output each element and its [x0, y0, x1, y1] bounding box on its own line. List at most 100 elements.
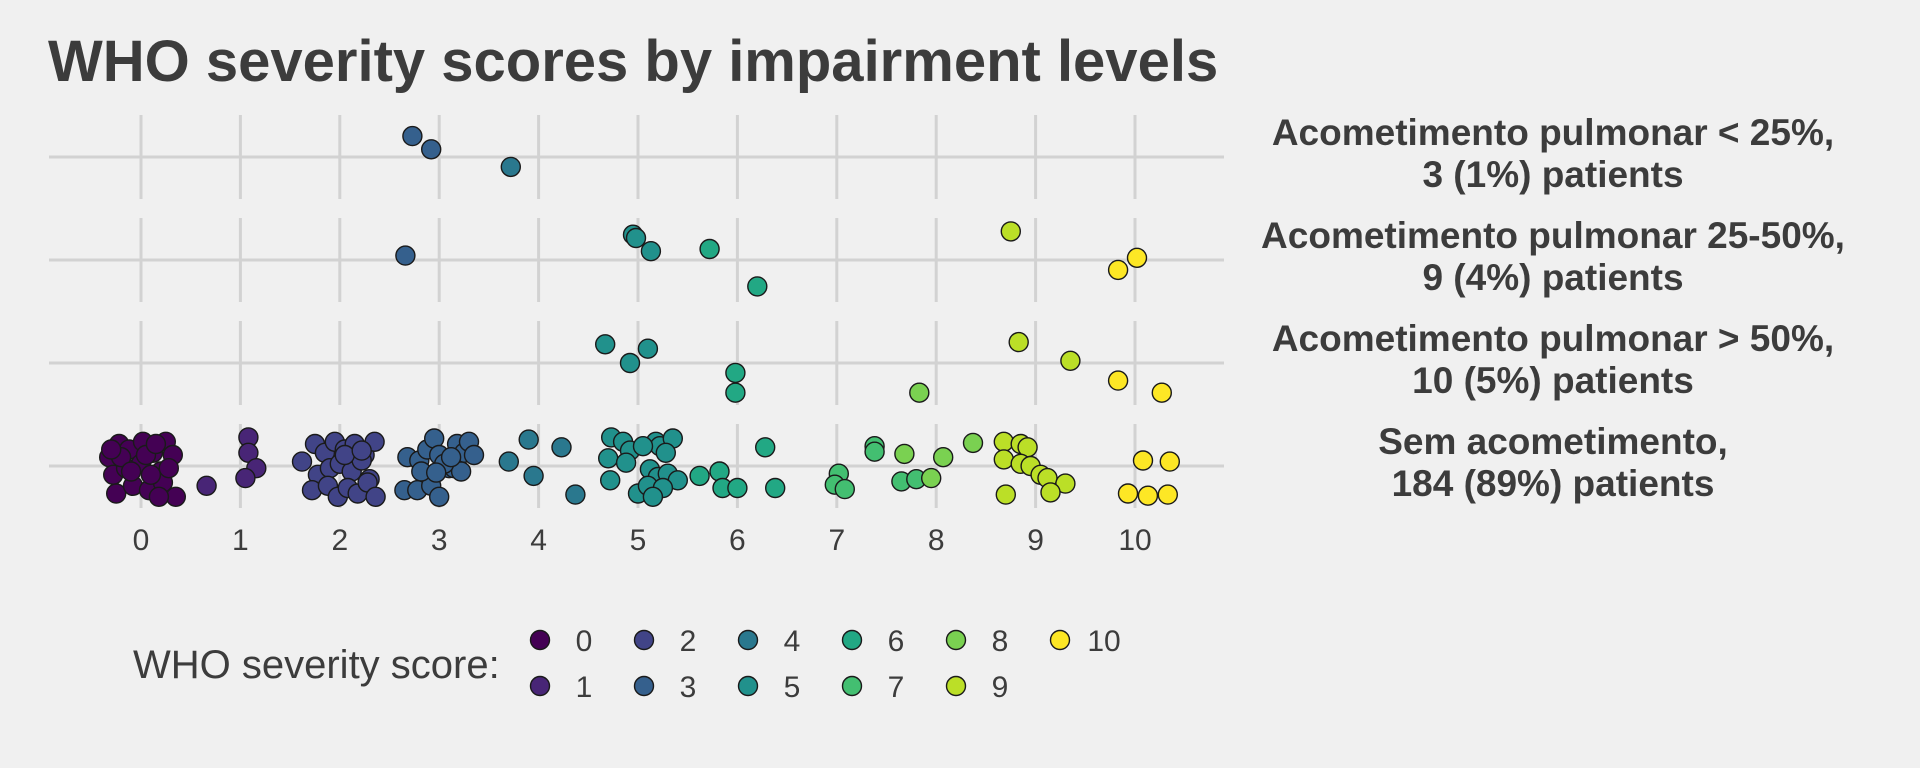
grid-layer [49, 115, 1224, 508]
data-point [993, 449, 1014, 470]
x-tick-label: 5 [630, 524, 647, 557]
legend-key [841, 675, 863, 697]
data-point [727, 477, 748, 499]
data-point [426, 462, 447, 483]
legend-key-label: 10 [1087, 625, 1120, 658]
data-point [463, 444, 485, 466]
data-point [834, 478, 855, 500]
legend-entry: 8 [945, 625, 1009, 658]
data-point [995, 484, 1016, 505]
x-tick-label: 4 [530, 524, 547, 557]
data-point [864, 441, 885, 462]
data-point [615, 452, 637, 473]
data-point [158, 458, 180, 479]
data-point [600, 470, 621, 491]
data-point [440, 447, 462, 468]
legend-key-label: 1 [576, 671, 593, 704]
data-point [100, 439, 122, 460]
data-point [1137, 485, 1159, 506]
data-point [1159, 451, 1181, 472]
facet-label-line1: Acometimento pulmonar > 50%, [1272, 318, 1834, 359]
x-tick-label: 10 [1118, 524, 1151, 557]
facet-label-line2: 10 (5%) patients [1412, 360, 1694, 401]
data-point [1132, 450, 1154, 471]
legend-key [945, 675, 967, 697]
legend-entry: 1 [529, 671, 593, 704]
data-point [1107, 259, 1129, 281]
facet-labels: Acometimento pulmonar < 25%, 3 (1%) patie… [1261, 112, 1845, 504]
data-point [365, 486, 386, 507]
data-point [595, 334, 616, 355]
data-point [1060, 350, 1081, 371]
data-point [1117, 483, 1139, 504]
data-point [450, 461, 472, 482]
data-point [709, 461, 730, 482]
facet-label: Acometimento pulmonar < 25%, 3 (1%) patie… [1272, 112, 1834, 195]
data-point [625, 227, 647, 249]
legend-key-label: 6 [888, 625, 905, 658]
facet-label: Acometimento pulmonar > 50%, 10 (5%) pati… [1272, 318, 1834, 401]
data-point [1040, 482, 1061, 503]
data-point [1055, 473, 1076, 494]
x-tick-label: 9 [1027, 524, 1044, 557]
legend-entry: 9 [945, 671, 1009, 704]
legend-key-label: 7 [888, 671, 905, 704]
data-point [120, 461, 142, 482]
legend-key [529, 629, 551, 651]
facet-label-line2: 9 (4%) patients [1422, 257, 1683, 298]
facet-label-line2: 3 (1%) patients [1422, 154, 1683, 195]
data-point [689, 465, 710, 487]
legend-key [529, 675, 551, 697]
legend: WHO severity score: 0 1 2 3 4 5 6 7 8 9 10 [133, 625, 1121, 704]
data-point [395, 245, 416, 266]
data-point [402, 125, 423, 147]
facet-label-line1: Acometimento pulmonar < 25%, [1272, 112, 1834, 153]
data-point [498, 451, 519, 472]
data-point [235, 467, 256, 489]
legend-key-label: 8 [992, 625, 1009, 658]
legend-key [945, 629, 967, 651]
data-point [637, 338, 659, 359]
data-point [165, 486, 187, 507]
data-point [105, 483, 127, 504]
legend-key-label: 4 [784, 625, 801, 658]
legend-entry: 0 [529, 625, 593, 658]
data-point [551, 437, 572, 458]
legend-key [737, 629, 759, 651]
x-tick-label: 2 [331, 524, 348, 557]
data-point [755, 437, 776, 458]
legend-entry: 4 [737, 625, 801, 658]
legend-key-label: 3 [680, 671, 697, 704]
data-point [894, 443, 915, 465]
data-point [1000, 221, 1021, 242]
facet-label-line2: 184 (89%) patients [1392, 463, 1715, 504]
data-point [725, 382, 746, 403]
x-tick-label: 0 [133, 524, 150, 557]
legend-key-label: 2 [680, 625, 697, 658]
data-point [518, 429, 539, 450]
data-point [632, 436, 654, 457]
legend-entry: 10 [1049, 625, 1121, 658]
data-point [429, 486, 450, 507]
legend-key-label: 0 [576, 625, 593, 658]
data-point [747, 276, 768, 297]
points-layer [98, 125, 1181, 507]
data-point [523, 465, 544, 487]
legend-key [841, 629, 863, 651]
data-point [642, 486, 664, 507]
chart-title: WHO severity scores by impairment levels [48, 29, 1219, 94]
data-point [933, 447, 954, 468]
legend-entry: 2 [633, 625, 697, 658]
legend-key [737, 675, 759, 697]
data-point [765, 477, 786, 499]
data-point [500, 156, 521, 178]
data-point [291, 451, 313, 472]
data-point [598, 448, 619, 469]
legend-key-label: 9 [992, 671, 1009, 704]
data-point [921, 467, 942, 489]
facet-label: Sem acometimento, 184 (89%) patients [1378, 421, 1728, 504]
x-tick-label: 1 [232, 524, 249, 557]
facet-label: Acometimento pulmonar 25-50%, 9 (4%) pati… [1261, 215, 1845, 298]
legend-key-label: 5 [784, 671, 801, 704]
